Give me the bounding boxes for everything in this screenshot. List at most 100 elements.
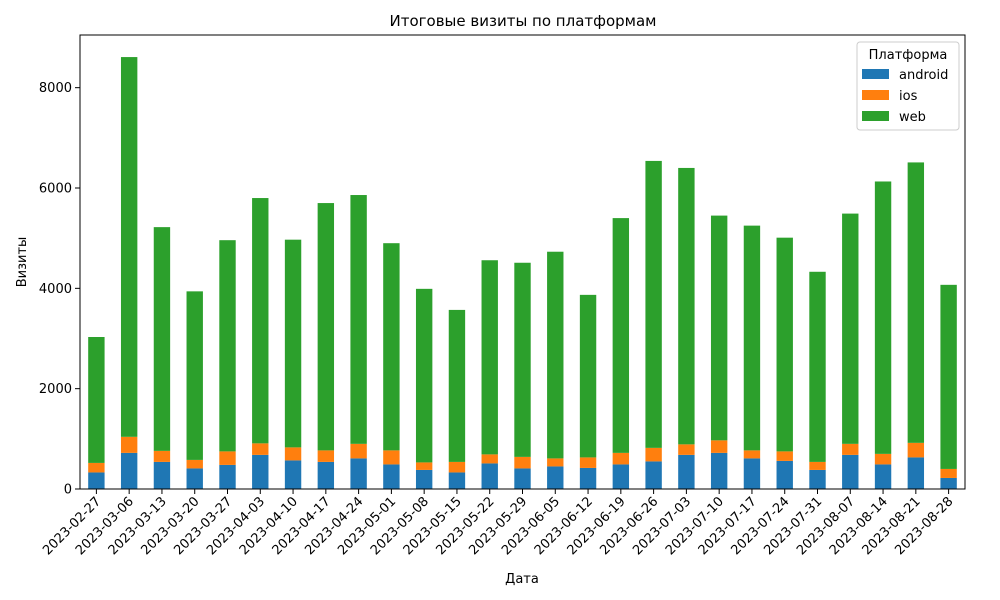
bar-android-16 <box>612 464 630 489</box>
bar-web-24 <box>874 181 892 454</box>
bar-android-0 <box>88 472 105 489</box>
bar-ios-20 <box>743 450 761 459</box>
plot-area <box>79 34 966 490</box>
bar-ios-4 <box>219 451 236 465</box>
bar-android-9 <box>383 464 400 489</box>
bar-web-11 <box>448 309 466 462</box>
legend-title: Платформа <box>869 48 948 63</box>
legend-label-android: android <box>899 68 948 83</box>
bar-android-6 <box>284 460 302 489</box>
bar-web-23 <box>842 213 859 444</box>
bar-android-25 <box>907 457 925 489</box>
bar-web-17 <box>645 160 662 448</box>
bar-android-1 <box>120 452 138 489</box>
bar-web-16 <box>612 218 630 453</box>
bar-android-22 <box>809 469 826 489</box>
legend-label-ios: ios <box>899 89 918 104</box>
bar-ios-3 <box>186 459 203 469</box>
bar-ios-6 <box>284 447 302 461</box>
bar-ios-17 <box>645 447 662 462</box>
bar-android-23 <box>842 454 859 489</box>
y-tick-label-3: 6000 <box>39 182 72 197</box>
bar-web-1 <box>120 57 138 437</box>
legend-label-web: web <box>899 110 926 125</box>
bar-ios-9 <box>383 450 400 465</box>
bar-web-4 <box>219 240 236 452</box>
bar-android-8 <box>350 458 367 489</box>
bar-web-14 <box>547 251 564 459</box>
bar-web-12 <box>481 260 498 455</box>
bar-web-0 <box>88 337 105 463</box>
bar-ios-23 <box>842 443 859 455</box>
bar-ios-12 <box>481 454 498 464</box>
bar-ios-22 <box>809 461 826 470</box>
bar-android-14 <box>547 466 564 489</box>
bar-ios-15 <box>579 457 597 468</box>
bar-web-13 <box>514 262 531 457</box>
bar-ios-13 <box>514 456 531 469</box>
legend-swatch-ios <box>862 90 889 100</box>
bar-android-15 <box>579 467 597 489</box>
bar-android-7 <box>317 461 335 489</box>
bar-web-2 <box>153 227 171 451</box>
bar-ios-5 <box>252 443 269 455</box>
bar-android-4 <box>219 464 236 489</box>
bar-android-12 <box>481 463 498 489</box>
legend-swatch-web <box>862 111 889 121</box>
bar-android-11 <box>448 472 466 489</box>
y-tick-label-1: 2000 <box>39 382 72 397</box>
bar-web-7 <box>317 203 335 451</box>
bar-web-26 <box>940 284 957 469</box>
bar-ios-19 <box>710 440 728 453</box>
bar-android-19 <box>710 452 728 489</box>
legend: Платформа android ios web <box>856 41 960 131</box>
bar-web-19 <box>710 215 728 441</box>
bar-web-10 <box>415 288 433 463</box>
y-tick-label-4: 8000 <box>39 81 72 96</box>
y-axis-label: Визиты <box>15 237 30 288</box>
bar-ios-8 <box>350 443 367 459</box>
y-tick-label-0: 0 <box>64 483 72 498</box>
bar-ios-25 <box>907 442 925 458</box>
legend-items: android ios web <box>862 68 948 125</box>
bar-ios-11 <box>448 461 466 473</box>
bar-android-10 <box>415 469 433 489</box>
bar-android-2 <box>153 461 171 489</box>
bar-ios-18 <box>678 444 695 455</box>
x-axis-label: Дата <box>505 572 539 587</box>
bar-android-20 <box>743 458 761 489</box>
bar-web-22 <box>809 271 826 462</box>
bar-web-21 <box>776 237 793 452</box>
bar-web-9 <box>383 243 400 451</box>
bar-web-6 <box>284 239 302 448</box>
bar-ios-1 <box>120 436 138 453</box>
bar-android-3 <box>186 468 203 489</box>
bar-web-15 <box>579 294 597 458</box>
bar-web-5 <box>252 198 269 444</box>
bar-android-21 <box>776 460 793 489</box>
bar-android-24 <box>874 464 892 489</box>
bar-android-13 <box>514 468 531 489</box>
y-tick-label-2: 4000 <box>39 282 72 297</box>
bar-ios-26 <box>940 468 957 478</box>
bar-ios-14 <box>547 458 564 467</box>
bar-android-17 <box>645 461 662 489</box>
legend-box <box>856 41 960 131</box>
bar-ios-7 <box>317 450 335 462</box>
x-axis: 2023-02-272023-03-062023-03-132023-03-20… <box>40 489 956 558</box>
legend-swatch-android <box>862 69 889 79</box>
bar-web-18 <box>678 167 695 445</box>
bar-ios-10 <box>415 462 433 470</box>
chart-title: Итоговые визиты по платформам <box>390 12 657 30</box>
bar-android-5 <box>252 454 269 489</box>
bar-web-3 <box>186 291 203 460</box>
bar-ios-2 <box>153 450 171 462</box>
bar-web-20 <box>743 225 761 451</box>
bar-ios-16 <box>612 452 630 465</box>
bar-ios-21 <box>776 451 793 461</box>
bar-ios-24 <box>874 453 892 465</box>
y-axis: 0 2000 4000 6000 8000 <box>39 81 80 498</box>
bar-android-26 <box>940 477 957 489</box>
bar-web-25 <box>907 162 925 443</box>
